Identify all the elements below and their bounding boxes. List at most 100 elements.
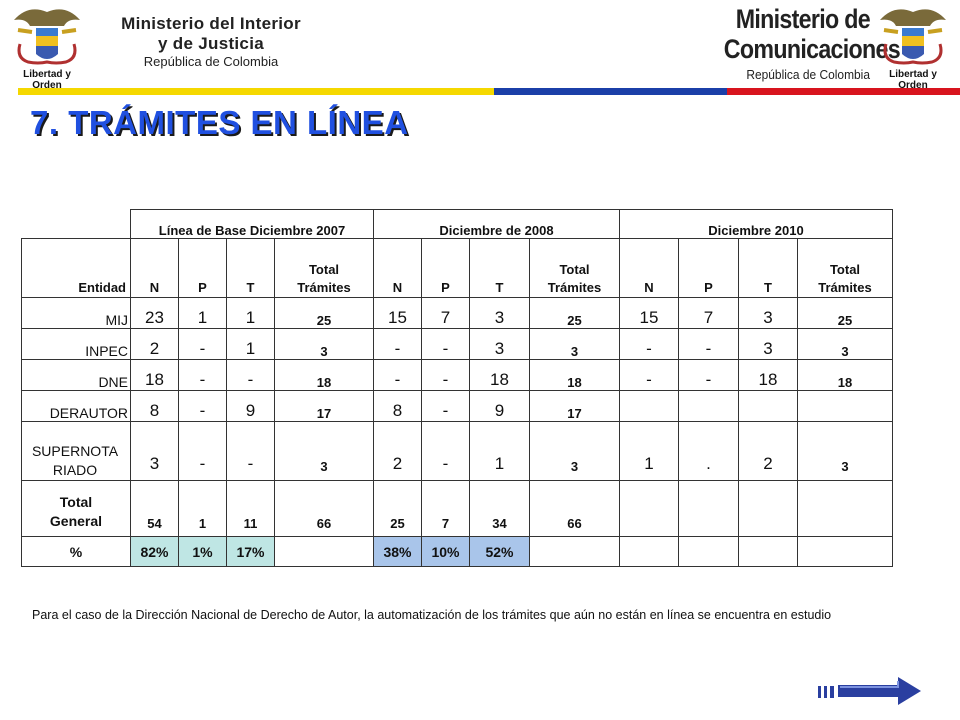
total-value-cell: 54 [130, 480, 179, 537]
entity-name-cell: MIJ [21, 297, 131, 329]
value-cell: - [226, 359, 275, 391]
coat-of-arms-right: Libertad y Orden [874, 2, 952, 91]
sub-header-label: Trámites [547, 280, 602, 295]
sub-header-label: N [392, 280, 403, 295]
sub-header-n: N [619, 238, 679, 298]
value-cell: . [678, 421, 739, 481]
sub-header-label: N [644, 280, 654, 295]
percent-cell [619, 536, 679, 567]
total-tramites-cell: 3 [797, 328, 893, 360]
entity-name-cell: DNE [21, 359, 131, 391]
page-title: 7. TRÁMITES EN LÍNEA [30, 104, 409, 141]
sub-header-p: P [178, 238, 227, 298]
total-tramites-cell: 3 [529, 421, 620, 481]
sub-header-n: N [130, 238, 179, 298]
value-cell [678, 390, 739, 422]
total-tramites-cell: 17 [529, 390, 620, 422]
next-slide-arrow[interactable] [818, 676, 922, 706]
ministry-interior-heading: Ministerio del Interior y de Justicia Re… [96, 14, 326, 70]
total-value-cell [619, 480, 679, 537]
percent-cell: 38% [373, 536, 422, 567]
value-cell: 23 [130, 297, 179, 329]
value-cell: - [421, 390, 470, 422]
value-cell: - [421, 328, 470, 360]
flag-color-bar [18, 88, 960, 95]
value-cell: 1 [226, 297, 275, 329]
total-value-cell: 66 [274, 480, 374, 537]
total-tramites-cell: 18 [529, 359, 620, 391]
sub-header-label: T [495, 280, 504, 295]
percent-label: % [21, 536, 131, 567]
total-label: General [49, 513, 103, 529]
value-cell: 15 [619, 297, 679, 329]
value-cell: - [678, 359, 739, 391]
sub-header-entidad: Entidad [21, 238, 131, 298]
value-cell: - [178, 390, 227, 422]
value-cell: 1 [226, 328, 275, 360]
flag-red-band [727, 88, 960, 95]
value-cell: 3 [738, 297, 798, 329]
value-cell: 15 [373, 297, 422, 329]
value-cell: 1 [178, 297, 227, 329]
percent-cell [529, 536, 620, 567]
value-cell: - [678, 328, 739, 360]
sub-header-label: Total [559, 262, 590, 277]
value-cell: - [421, 421, 470, 481]
total-value-cell [738, 480, 798, 537]
sub-header-label: Total [308, 262, 340, 277]
sub-header-label: T [246, 280, 255, 295]
sub-header-label: T [764, 280, 772, 295]
total-tramites-cell: 25 [797, 297, 893, 329]
entity-name-cell: INPEC [21, 328, 131, 360]
value-cell: 3 [469, 328, 530, 360]
tramites-table: Línea de Base Diciembre 2007 Diciembre d… [21, 209, 893, 567]
sub-header-total-tramites: Total Trámites [274, 238, 374, 298]
value-cell: - [178, 328, 227, 360]
ministry-communications-line1: Ministerio de [735, 4, 871, 34]
table-row: DNE 18- -18- -18 18- -18 18 [21, 359, 893, 391]
value-cell: 1 [469, 421, 530, 481]
value-cell: 1 [619, 421, 679, 481]
flag-yellow-band [18, 88, 494, 95]
total-tramites-cell [797, 390, 893, 422]
value-cell: 8 [373, 390, 422, 422]
total-tramites-cell: 25 [529, 297, 620, 329]
percent-cell: 82% [130, 536, 179, 567]
total-tramites-cell: 3 [274, 421, 374, 481]
sub-header-label: P [704, 280, 713, 295]
entity-name: SUPERNOTA [31, 443, 119, 459]
total-value-cell: 34 [469, 480, 530, 537]
table-row: SUPERNOTA RIADO 3- -3 2-1 3 1. 2 3 [21, 421, 893, 481]
right-arrow-icon[interactable] [818, 677, 921, 705]
sub-header-t: T [469, 238, 530, 298]
group-header-2010: Diciembre 2010 [619, 209, 893, 239]
ministry-communications-line2: Comunicaciones [723, 34, 901, 64]
total-tramites-cell: 25 [274, 297, 374, 329]
value-cell: 2 [130, 328, 179, 360]
table-row: DERAUTOR 8-9 17 8-9 17 [21, 390, 893, 422]
sub-header-p: P [678, 238, 739, 298]
sub-header-total-tramites: Total Trámites [797, 238, 893, 298]
sub-header-row: Entidad N P T Total Trámites N P T Total Trámites N… [21, 238, 893, 298]
value-cell: 9 [226, 390, 275, 422]
value-cell: 8 [130, 390, 179, 422]
sub-header-label: Trámites [297, 280, 351, 295]
sub-header-label: P [441, 280, 450, 295]
value-cell: 2 [738, 421, 798, 481]
crest-motto: Libertad y Orden [23, 69, 71, 91]
value-cell: - [619, 328, 679, 360]
ministry-interior-line1: Ministerio del Interior [121, 14, 301, 33]
value-cell: - [373, 359, 422, 391]
value-cell: - [178, 421, 227, 481]
total-value-cell: 11 [226, 480, 275, 537]
percent-row: % 82% 1% 17% 38% 10% 52% [21, 536, 893, 567]
coat-of-arms-icon [880, 9, 946, 65]
value-cell: - [619, 359, 679, 391]
value-cell: 3 [130, 421, 179, 481]
percent-cell: 1% [178, 536, 227, 567]
sub-header-t: T [226, 238, 275, 298]
total-value-cell: 7 [421, 480, 470, 537]
value-cell: - [373, 328, 422, 360]
sub-header-label: P [198, 280, 207, 295]
total-value-cell: 25 [373, 480, 422, 537]
